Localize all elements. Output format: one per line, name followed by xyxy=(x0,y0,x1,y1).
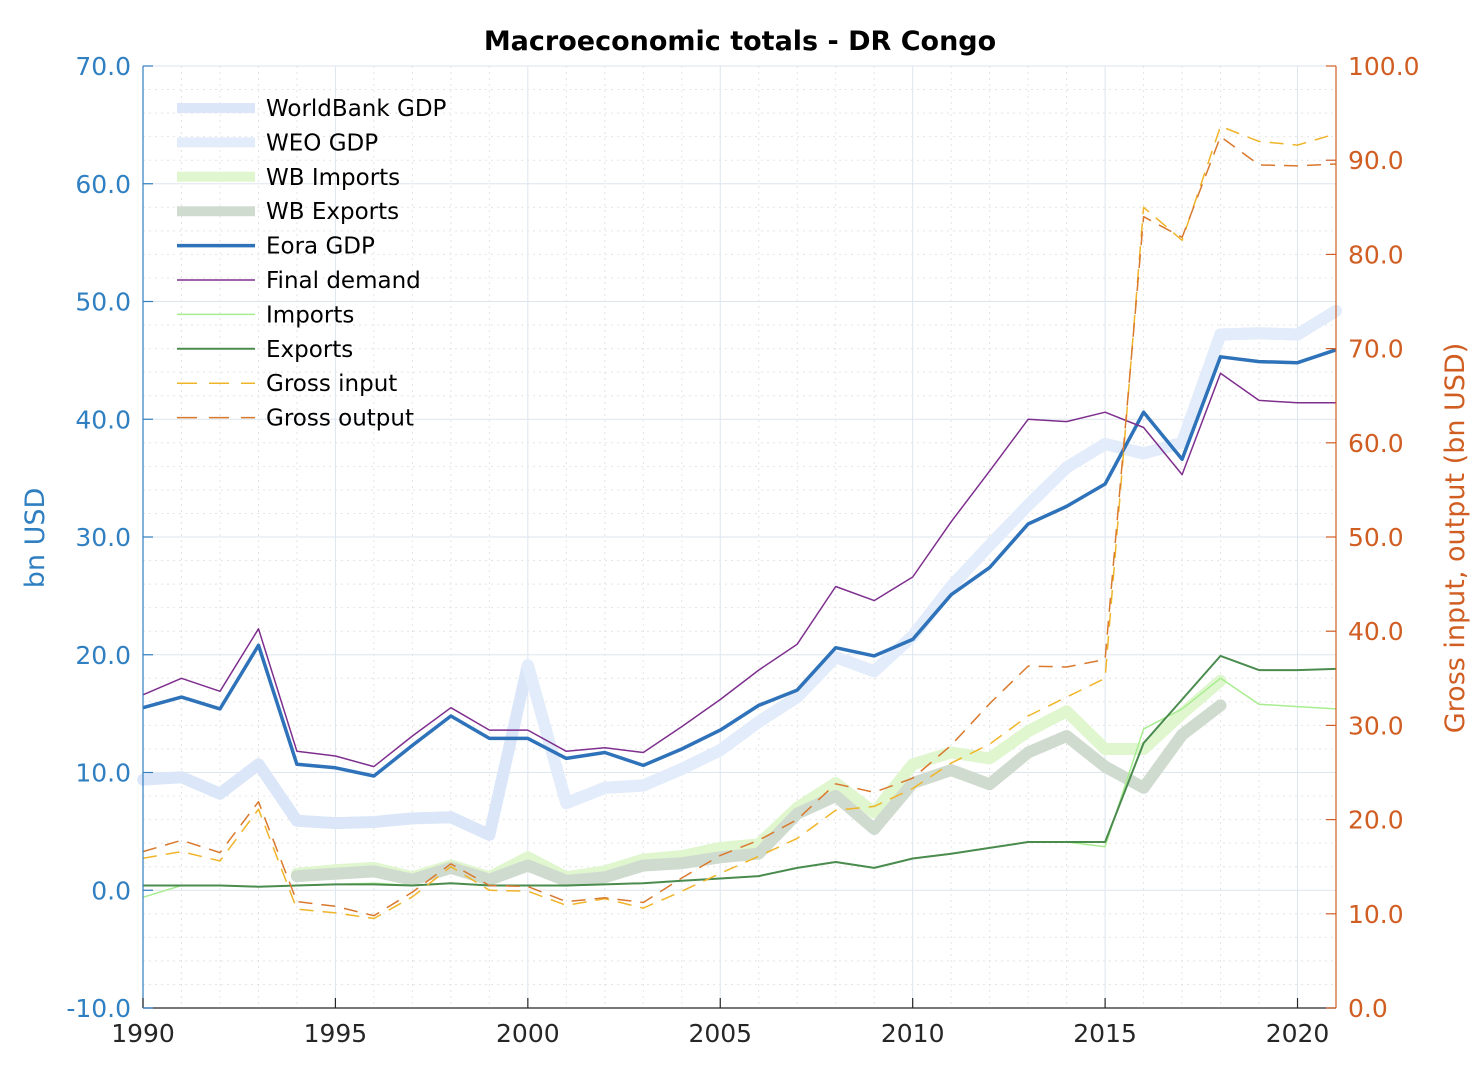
legend-label-exports: Exports xyxy=(266,337,353,363)
y-right-tick-label: 100.0 xyxy=(1348,52,1420,81)
x-tick-label: 2015 xyxy=(1073,1019,1137,1048)
y-left-tick-label: 20.0 xyxy=(75,641,131,670)
y-right-tick-label: 30.0 xyxy=(1348,711,1404,740)
series-line-gross-output xyxy=(142,135,1337,917)
y-left-tick-label: 50.0 xyxy=(75,288,131,317)
legend-label-imports: Imports xyxy=(266,302,354,328)
y-right-tick-label: 40.0 xyxy=(1348,617,1404,646)
y-left-tick-label: -10.0 xyxy=(66,994,131,1023)
y-right-tick-label: 60.0 xyxy=(1348,429,1404,458)
legend-label-gross-output: Gross output xyxy=(266,406,414,432)
y-right-tick-label: 10.0 xyxy=(1348,900,1404,929)
x-tick-label: 2005 xyxy=(688,1019,752,1048)
y-right-tick-label: 90.0 xyxy=(1348,146,1404,175)
series-line-final-demand xyxy=(142,372,1336,768)
x-tick-label: 2020 xyxy=(1266,1019,1330,1048)
legend-label-gross-input: Gross input xyxy=(266,371,397,397)
y-left-tick-label: 0.0 xyxy=(91,876,131,905)
y-right-tick-label: 20.0 xyxy=(1348,806,1404,835)
series-layer xyxy=(137,125,1342,920)
legend-label-weo-gdp: WEO GDP xyxy=(266,130,378,156)
legend-label-worldbank-gdp: WorldBank GDP xyxy=(266,96,447,122)
y-left-tick-label: 60.0 xyxy=(75,170,131,199)
legend: WorldBank GDP WEO GDP WB Imports WB Exports… xyxy=(177,96,447,432)
series-line-wb-exports xyxy=(290,699,1227,887)
y-right-tick-label: 50.0 xyxy=(1348,523,1404,552)
legend-label-wb-exports: WB Exports xyxy=(266,199,399,225)
y-right-tick-label: 80.0 xyxy=(1348,240,1404,269)
y-right-tick-label: 0.0 xyxy=(1348,994,1388,1023)
legend-label-eora-gdp: Eora GDP xyxy=(266,234,375,260)
y-left-tick-label: 10.0 xyxy=(75,759,131,788)
y-left-tick-label: 70.0 xyxy=(75,52,131,81)
x-tick-label: 1990 xyxy=(111,1019,175,1048)
y-axis-left-label: bn USD xyxy=(20,488,51,589)
x-tick-label: 2010 xyxy=(881,1019,945,1048)
x-tick-label: 2000 xyxy=(496,1019,560,1048)
axes: 1990 1995 2000 2005 2010 2015 2020 -10.0 0.0 10.0… xyxy=(66,52,1419,1048)
y-right-tick-label: 70.0 xyxy=(1348,335,1404,364)
y-axis-right-label: Gross input, output (bn USD) xyxy=(1440,343,1471,734)
y-left-tick-label: 40.0 xyxy=(75,405,131,434)
legend-label-final-demand: Final demand xyxy=(266,268,421,294)
series-line-exports xyxy=(143,654,1337,888)
series-line-weo-gdp xyxy=(521,304,1342,810)
y-left-tick-label: 30.0 xyxy=(75,523,131,552)
chart-title: Macroeconomic totals - DR Congo xyxy=(484,26,996,57)
x-tick-label: 1995 xyxy=(304,1019,368,1048)
legend-label-wb-imports: WB Imports xyxy=(266,165,400,191)
